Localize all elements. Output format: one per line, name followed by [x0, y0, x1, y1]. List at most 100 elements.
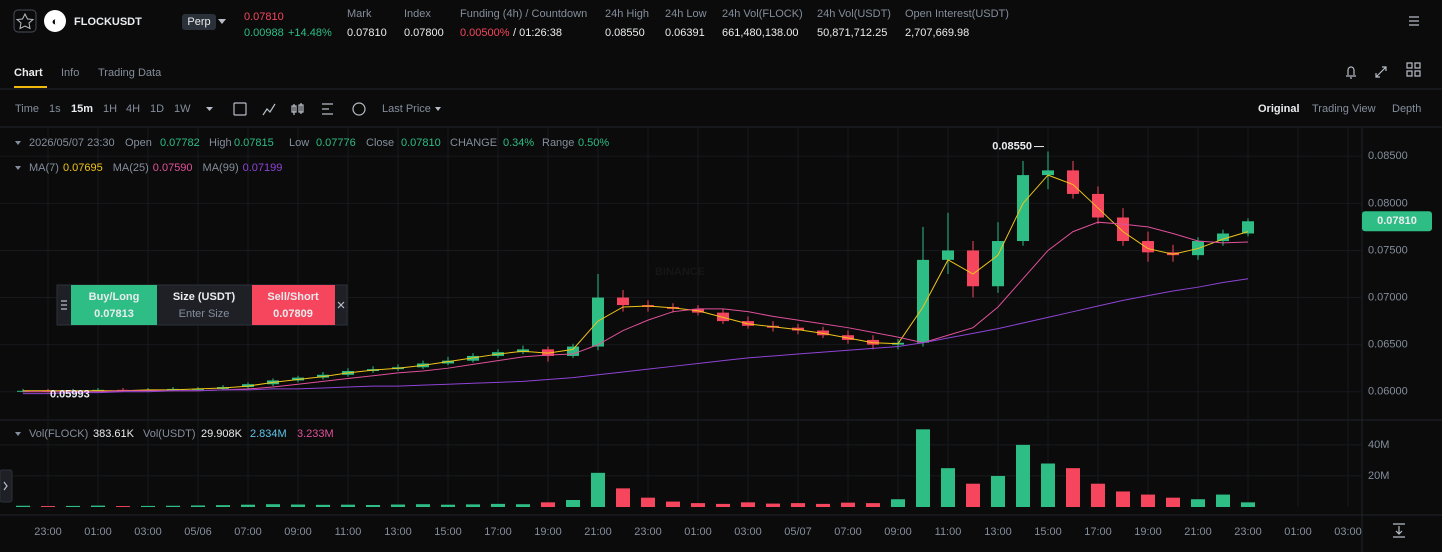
close-panel[interactable]	[337, 301, 345, 309]
scale-reset-icon[interactable]	[1393, 523, 1405, 538]
buy-price[interactable]: 0.07813	[94, 308, 134, 320]
star-icon	[15, 12, 35, 30]
interval[interactable]: Time	[15, 103, 39, 115]
volume-bar	[641, 497, 655, 507]
tab[interactable]: Chart	[14, 67, 43, 79]
interval-dropdown[interactable]	[206, 107, 213, 111]
interval-active[interactable]: 15m	[71, 103, 93, 115]
collapse-icon[interactable]	[15, 141, 21, 145]
ma-label: MA(7)	[29, 162, 59, 174]
symbol[interactable]: FLOCKUSDT	[74, 16, 142, 28]
stat-value: 2,707,669.98	[905, 27, 969, 39]
price-source-dropdown[interactable]	[435, 107, 441, 111]
stat-label: 24h High	[605, 8, 649, 20]
price-change: 0.00988	[244, 27, 284, 39]
price-source[interactable]: Last Price	[382, 103, 431, 115]
collapse-icon[interactable]	[15, 166, 21, 170]
volume-bar	[16, 505, 30, 507]
view-tab[interactable]: Trading View	[1312, 103, 1376, 115]
vol-label: Vol(USDT)	[143, 428, 196, 440]
legend-label: Close	[366, 137, 394, 149]
y-tick-label: 0.07000	[1368, 291, 1408, 303]
volume-bar	[1216, 494, 1230, 507]
interval[interactable]: 1W	[174, 103, 191, 115]
drag-handle[interactable]	[61, 300, 67, 310]
buy-button[interactable]	[71, 285, 157, 325]
settings-icon[interactable]	[322, 103, 333, 115]
sell-price[interactable]: 0.07809	[273, 308, 313, 320]
size-input[interactable]: Enter Size	[179, 308, 230, 320]
interval[interactable]: 1H	[103, 103, 117, 115]
volume-bar	[841, 502, 855, 507]
x-tick-label: 05/07	[784, 526, 812, 538]
x-tick-label: 03:00	[734, 526, 762, 538]
x-tick-label: 17:00	[484, 526, 512, 538]
view-tab-active[interactable]: Original	[1258, 103, 1300, 115]
indicator-icon[interactable]	[262, 103, 276, 116]
volume-bar	[341, 504, 355, 507]
last-price-tag: 0.07810	[1377, 215, 1417, 227]
candle-body	[592, 297, 604, 347]
buy-label[interactable]: Buy/Long	[89, 291, 140, 303]
interval[interactable]: 1s	[49, 103, 61, 115]
sell-label[interactable]: Sell/Short	[267, 291, 319, 303]
stat-label[interactable]: Open Interest(USDT)	[905, 8, 1009, 20]
candle-body	[992, 241, 1004, 287]
legend-label: High	[209, 137, 232, 149]
calendar-icon[interactable]	[233, 102, 247, 116]
interval[interactable]: 4H	[126, 103, 140, 115]
x-tick-label: 01:00	[84, 526, 112, 538]
chart: BINANCE 0.08500 0.08000 0.07500 0.07000 0.065…	[0, 128, 1442, 552]
layout-icon[interactable]	[1406, 62, 1421, 77]
tab[interactable]: Trading Data	[98, 67, 162, 79]
collapse-icon[interactable]	[15, 432, 21, 436]
x-tick-label: 19:00	[534, 526, 562, 538]
legend-label: Low	[289, 137, 309, 149]
favorite-button[interactable]	[13, 9, 37, 33]
volume-bar	[191, 505, 205, 507]
x-tick-label: 17:00	[1084, 526, 1112, 538]
x-tick-label: 11:00	[335, 526, 362, 538]
volume-bar	[466, 504, 480, 507]
x-tick-label: 09:00	[284, 526, 312, 538]
volume-bar	[766, 503, 780, 507]
volume-bar	[266, 504, 280, 507]
candle-type-icon[interactable]	[291, 103, 304, 115]
volume-bar	[891, 499, 905, 507]
y-tick-label: 0.08500	[1368, 150, 1408, 162]
interval[interactable]: 1D	[150, 103, 164, 115]
x-tick-label: 23:00	[34, 526, 62, 538]
vol-value: 29.908K	[201, 428, 243, 440]
stat-label[interactable]: Index	[404, 8, 431, 20]
size-label: Size (USDT)	[173, 291, 236, 303]
view-tab[interactable]: Depth	[1392, 103, 1421, 115]
ma-value: 0.07199	[243, 162, 283, 174]
drawing-icon[interactable]	[352, 102, 366, 116]
legend-label: CHANGE	[450, 137, 497, 149]
price-change-pct: +14.48%	[288, 27, 332, 39]
side-toggle-arrow	[3, 481, 8, 491]
ma-label: MA(25)	[113, 162, 149, 174]
legend-value: 0.50%	[578, 137, 609, 149]
stat-value: 661,480,138.00	[722, 27, 798, 39]
candle-body	[1142, 241, 1154, 253]
volume-bar	[541, 502, 555, 507]
menu-icon[interactable]	[1409, 16, 1419, 26]
legend-time: 2026/05/07 23:30	[29, 137, 115, 149]
stat-value: 0.07810	[347, 27, 387, 39]
alert-icon[interactable]	[1346, 66, 1356, 79]
sell-button[interactable]	[252, 285, 335, 325]
x-tick-label: 15:00	[1034, 526, 1062, 538]
volume-bar	[116, 506, 130, 507]
side-toggle[interactable]	[0, 469, 13, 503]
fullscreen-icon[interactable]	[1375, 66, 1387, 78]
tab-underline	[14, 86, 47, 88]
stat-value: 0.08550	[605, 27, 645, 39]
watermark: BINANCE	[655, 266, 705, 278]
volume-bar	[916, 429, 930, 507]
symbol-dropdown[interactable]	[218, 19, 226, 24]
stat-label: Mark	[347, 8, 372, 20]
tab[interactable]: Info	[61, 67, 79, 79]
